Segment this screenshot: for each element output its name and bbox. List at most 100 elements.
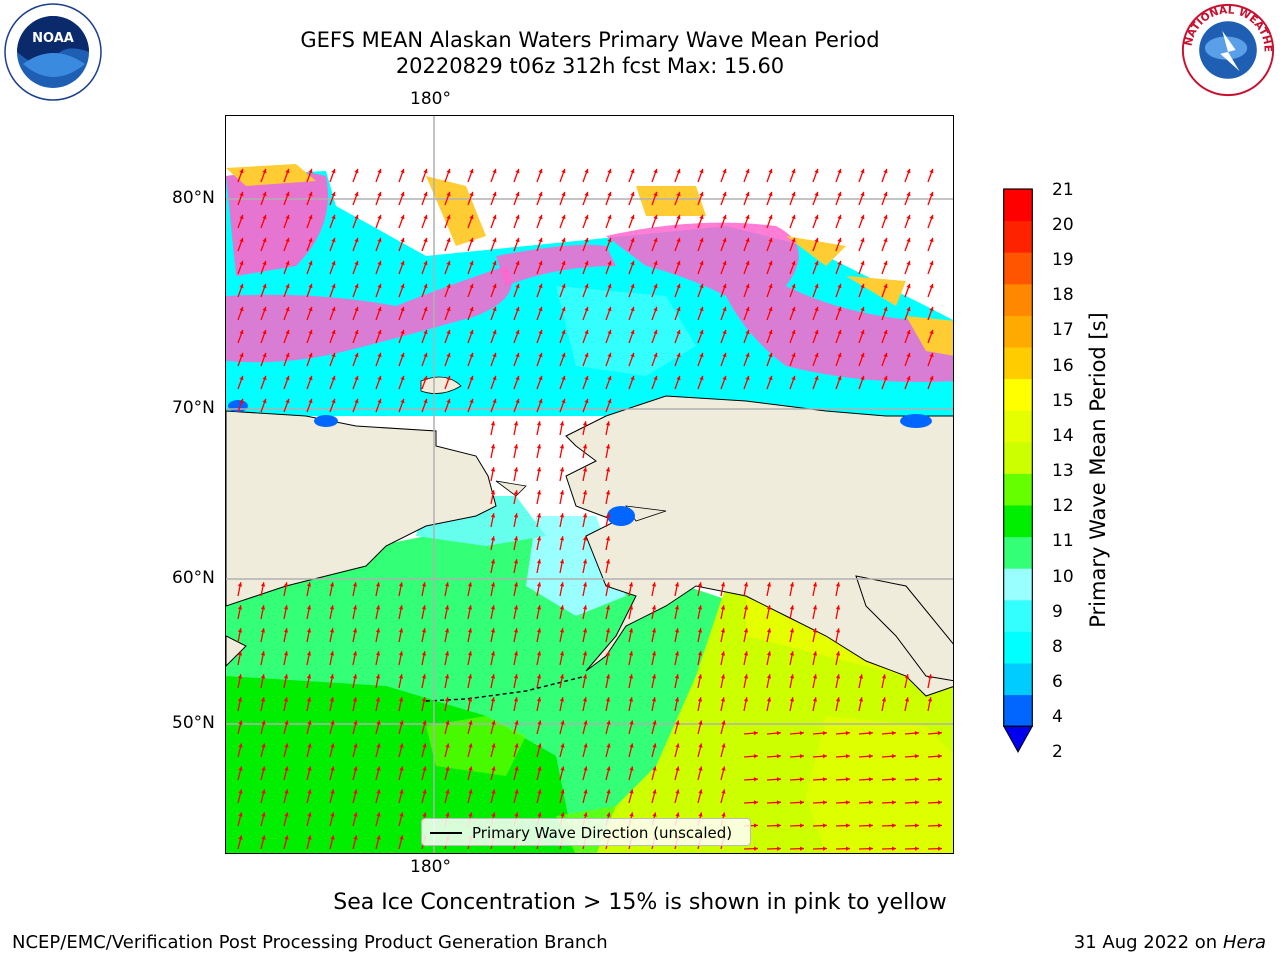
wave-arrow-head bbox=[492, 260, 497, 266]
wave-arrow-head bbox=[652, 766, 657, 771]
colorbar-segment bbox=[1003, 378, 1033, 411]
wave-arrow-head bbox=[307, 835, 312, 840]
wave-arrow-head bbox=[743, 651, 749, 656]
wave-arrow-head bbox=[799, 800, 804, 805]
wave-arrow-head bbox=[492, 237, 497, 243]
wave-arrow-head bbox=[698, 720, 703, 725]
colorbar-segment bbox=[1003, 663, 1033, 696]
wave-arrow-head bbox=[937, 800, 942, 805]
wave-arrow-head bbox=[583, 789, 588, 794]
wave-arrow-head bbox=[238, 743, 243, 748]
wave-arrow-head bbox=[766, 697, 772, 702]
wave-arrow-head bbox=[307, 789, 312, 794]
wave-arrow-head bbox=[720, 605, 726, 610]
wave-arrow-head bbox=[308, 306, 313, 312]
wave-arrow-head bbox=[444, 605, 450, 610]
wave-arrow-head bbox=[768, 375, 773, 381]
wave-arrow-head bbox=[423, 168, 428, 174]
colorbar-segment bbox=[1003, 410, 1033, 443]
wave-arrow-head bbox=[698, 789, 703, 794]
wave-arrow-head bbox=[354, 191, 359, 197]
wave-arrow-head bbox=[538, 306, 543, 312]
wave-arrow-head bbox=[722, 214, 727, 220]
wave-arrow-head bbox=[513, 697, 519, 702]
wave-arrow-head bbox=[561, 283, 566, 289]
wave-arrow-head bbox=[606, 720, 611, 725]
wave-arrow-head bbox=[883, 168, 888, 174]
wave-arrow-head bbox=[537, 766, 542, 771]
wave-arrow-head bbox=[837, 191, 842, 197]
wave-arrow-head bbox=[422, 720, 427, 725]
wave-arrow-head bbox=[676, 191, 681, 197]
wave-arrow-head bbox=[814, 168, 819, 174]
wave-arrow-head bbox=[937, 846, 942, 851]
wave-arrow-head bbox=[768, 168, 773, 174]
wave-arrow-head bbox=[446, 283, 451, 289]
wave-arrow-head bbox=[768, 352, 773, 358]
wave-arrow-head bbox=[559, 582, 565, 587]
wave-arrow-head bbox=[538, 191, 543, 197]
wave-arrow-head bbox=[491, 720, 496, 725]
wave-arrow-head bbox=[513, 536, 519, 541]
wave-arrow-head bbox=[582, 421, 588, 426]
wave-arrow-head bbox=[536, 536, 542, 541]
wave-arrow-head bbox=[285, 352, 290, 358]
wave-arrow-head bbox=[883, 352, 888, 358]
wave-arrow-head bbox=[837, 283, 842, 289]
wave-arrow-head bbox=[676, 237, 681, 243]
wave-arrow-head bbox=[515, 283, 520, 289]
wave-arrow-head bbox=[354, 260, 359, 266]
wave-arrow-head bbox=[515, 214, 520, 220]
footer-credit: NCEP/EMC/Verification Post Processing Pr… bbox=[12, 932, 608, 953]
wave-arrow-head bbox=[354, 283, 359, 289]
wave-arrow-head bbox=[776, 777, 781, 782]
wave-arrow-head bbox=[400, 375, 405, 381]
wave-arrow-head bbox=[308, 329, 313, 335]
wave-period-map bbox=[226, 116, 953, 853]
wave-arrow-head bbox=[584, 168, 589, 174]
wave-arrow-head bbox=[513, 467, 519, 472]
wave-arrow-head bbox=[515, 375, 520, 381]
colorbar-segment bbox=[1003, 347, 1033, 380]
wave-arrow-head bbox=[538, 260, 543, 266]
wave-arrow-head bbox=[914, 754, 919, 759]
wave-arrow-head bbox=[674, 651, 680, 656]
wave-arrow-head bbox=[743, 697, 749, 702]
wave-arrow-head bbox=[490, 697, 496, 702]
wave-arrow-head bbox=[283, 674, 289, 679]
wave-arrow-head bbox=[423, 352, 428, 358]
wave-arrow-head bbox=[376, 789, 381, 794]
wave-arrow-head bbox=[607, 306, 612, 312]
wave-arrow-head bbox=[538, 214, 543, 220]
meridian-label-top: 180° bbox=[410, 89, 451, 109]
wave-arrow-head bbox=[399, 835, 404, 840]
wave-arrow-head bbox=[513, 513, 519, 518]
wave-arrow-head bbox=[353, 743, 358, 748]
wave-arrow-head bbox=[699, 168, 704, 174]
wave-arrow-head bbox=[937, 754, 942, 759]
wave-arrow-head bbox=[422, 789, 427, 794]
wave-arrow-head bbox=[513, 421, 519, 426]
wave-arrow-head bbox=[699, 260, 704, 266]
wave-arrow-head bbox=[492, 375, 497, 381]
wave-arrow-head bbox=[745, 283, 750, 289]
wave-arrow-head bbox=[753, 846, 758, 851]
wave-arrow-head bbox=[605, 467, 611, 472]
wave-arrow-head bbox=[720, 674, 726, 679]
colorbar-min-extension bbox=[1002, 725, 1034, 753]
wave-arrow-head bbox=[467, 582, 473, 587]
wave-arrow-head bbox=[674, 605, 680, 610]
wave-arrow-head bbox=[538, 398, 543, 404]
wave-arrow-head bbox=[353, 720, 358, 725]
wave-arrow-head bbox=[799, 730, 804, 736]
wave-arrow-head bbox=[375, 605, 381, 610]
wave-arrow-head bbox=[883, 375, 888, 381]
wave-arrow-head bbox=[352, 651, 358, 656]
wave-arrow-head bbox=[421, 605, 427, 610]
wave-arrow-head bbox=[891, 823, 896, 828]
wave-arrow-head bbox=[812, 651, 818, 656]
wave-arrow-head bbox=[331, 168, 336, 174]
wave-arrow-head bbox=[237, 582, 243, 587]
wave-arrow-head bbox=[584, 398, 589, 404]
wave-arrow-head bbox=[699, 306, 704, 312]
